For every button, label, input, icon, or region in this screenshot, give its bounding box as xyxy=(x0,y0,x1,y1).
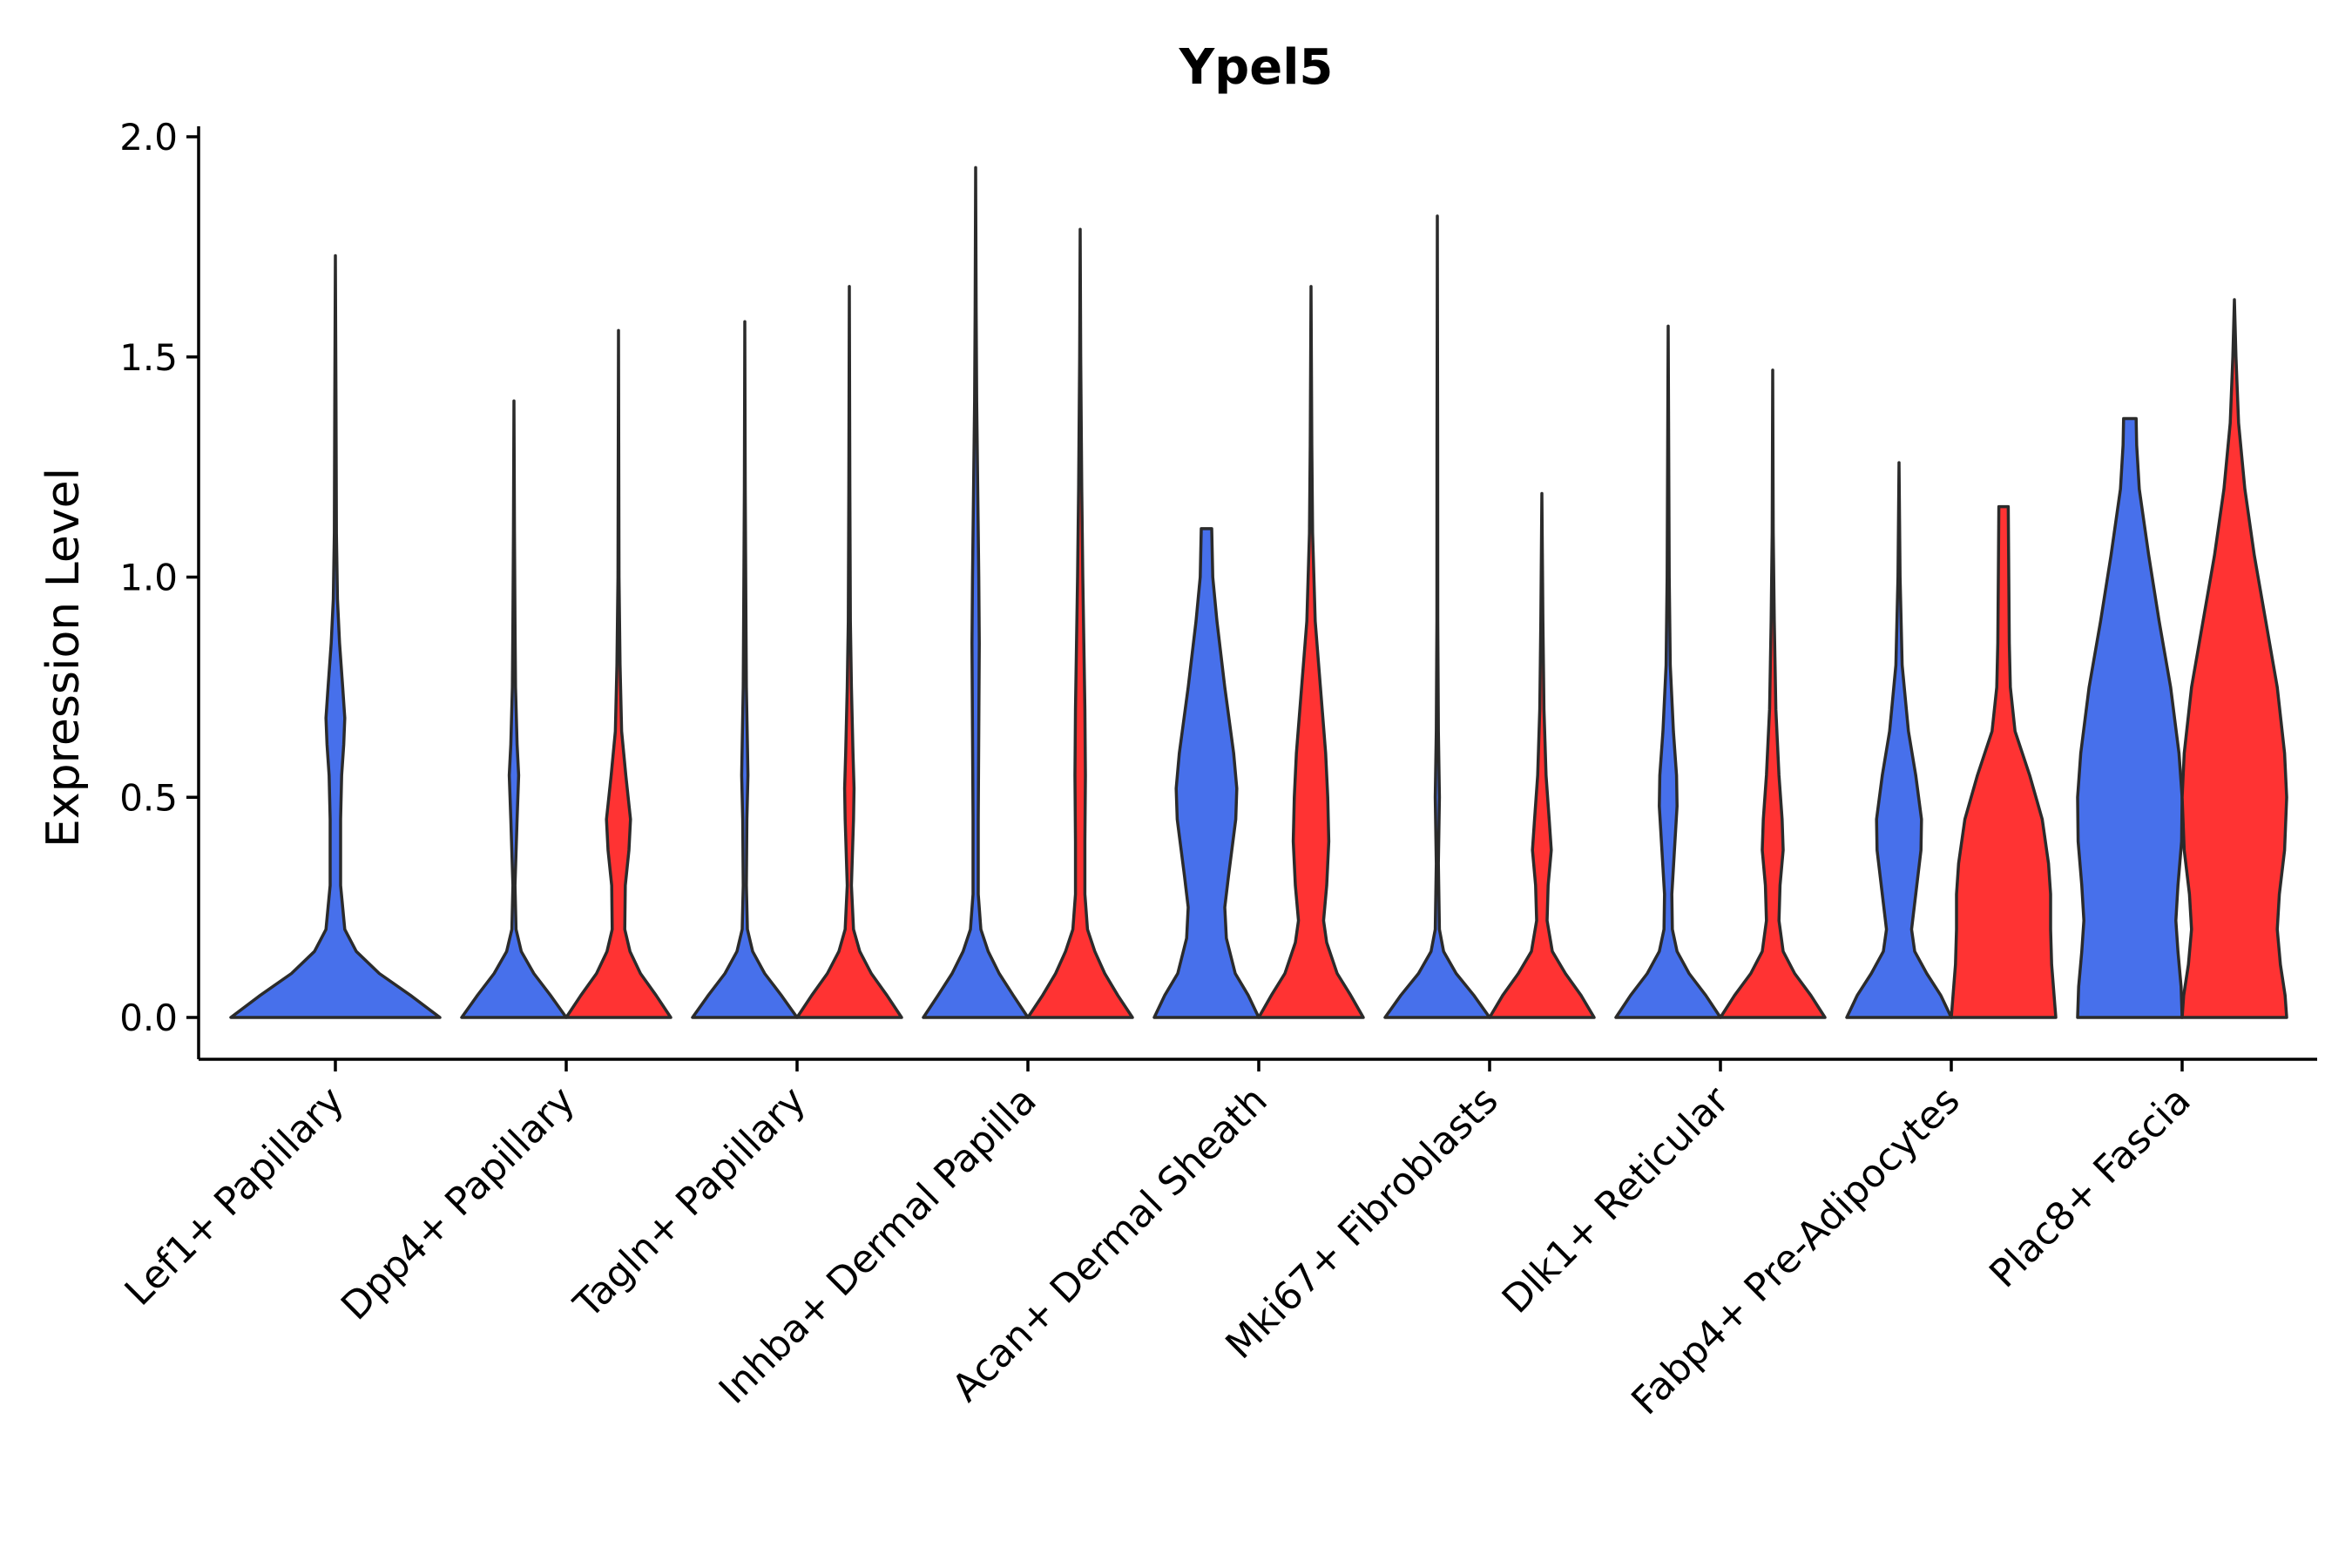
violin-blue-8 xyxy=(1845,461,1953,1019)
y-ticks: 0.0 0.5 1.0 1.5 2.0 xyxy=(119,116,199,1039)
violin-blue-6 xyxy=(1383,214,1491,1019)
y-tick-label: 0.5 xyxy=(119,776,178,819)
violin-blue-5 xyxy=(1152,527,1260,1019)
violin-blue-3 xyxy=(691,320,799,1019)
violin-blue-4 xyxy=(922,166,1030,1019)
violin-red-5 xyxy=(1257,285,1365,1019)
violin-blue-9 xyxy=(2076,416,2184,1019)
chart-title: Ypel5 xyxy=(1179,39,1334,96)
y-tick-label: 2.0 xyxy=(119,116,178,159)
violin-layer xyxy=(229,166,2288,1019)
x-tick-label: Dpp4+ Papillary xyxy=(333,1078,584,1329)
violin-red-4 xyxy=(1026,227,1134,1019)
x-tick-label: Tagln+ Papillary xyxy=(565,1078,814,1328)
y-axis-label: Expression Level xyxy=(37,468,90,848)
y-tick-label: 1.0 xyxy=(119,557,178,599)
violin-red-6 xyxy=(1488,491,1596,1019)
violin-blue-7 xyxy=(1614,324,1722,1019)
y-tick-label: 0.0 xyxy=(119,997,178,1039)
x-tick-label: Lef1+ Papillary xyxy=(117,1078,353,1315)
violin-red-2 xyxy=(564,328,672,1019)
violin-blue-2 xyxy=(460,399,568,1019)
violin-red-7 xyxy=(1719,368,1827,1019)
violin-blue-1 xyxy=(229,253,442,1019)
x-tick-label: Plac8+ Fascia xyxy=(1981,1078,2200,1297)
violin-red-8 xyxy=(1950,504,2058,1019)
violin-red-9 xyxy=(2180,298,2288,1019)
x-tick-label: Dlk1+ Reticular xyxy=(1494,1078,1739,1322)
violin-red-3 xyxy=(795,285,903,1019)
y-tick-label: 1.5 xyxy=(119,336,178,379)
